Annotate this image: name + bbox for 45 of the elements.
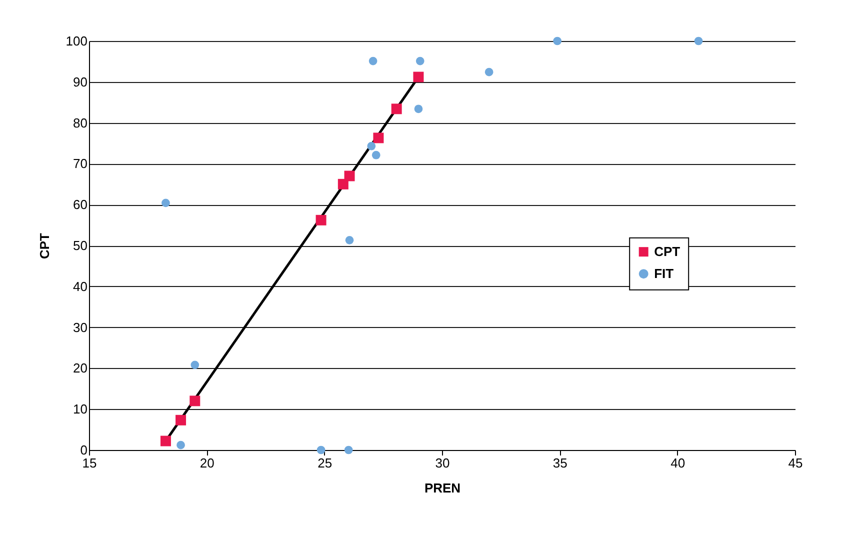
point [372, 150, 380, 160]
point [160, 436, 171, 446]
y-axis-title: CPT [36, 232, 52, 259]
point [345, 236, 354, 244]
point [367, 142, 376, 150]
x-tick-label: 15 [82, 456, 97, 470]
point [162, 198, 170, 208]
x-tick-label: 35 [552, 456, 568, 470]
point [416, 56, 424, 66]
x-axis-title: PREN [424, 480, 461, 496]
point [176, 414, 186, 426]
point [391, 104, 402, 114]
point [413, 72, 424, 82]
x-tick-label: 20 [200, 456, 214, 470]
y-tick-label: 60 [73, 197, 88, 212]
y-tick-label: 80 [73, 115, 88, 130]
point [344, 170, 355, 182]
point [176, 440, 185, 450]
x-tick-label: 25 [318, 456, 332, 470]
x-tick-label: 45 [788, 456, 803, 470]
point [316, 214, 326, 226]
y-tick-label: 70 [73, 156, 88, 172]
legend-label: CPT [654, 244, 680, 259]
point [484, 68, 494, 76]
legend-label: FIT [654, 266, 674, 281]
y-tick-label: 0 [80, 442, 88, 458]
y-tick-label: 40 [73, 278, 88, 294]
y-tick-label: 20 [73, 360, 88, 376]
y-tick-label: 90 [73, 74, 88, 90]
point [414, 104, 423, 114]
point [344, 446, 353, 454]
point [373, 132, 384, 144]
point [190, 360, 200, 370]
x-tick-label: 30 [435, 456, 450, 470]
point [694, 36, 703, 46]
y-tick-label: 50 [73, 238, 88, 253]
point [190, 396, 200, 406]
y-tick-label: 30 [73, 320, 88, 335]
point [368, 56, 378, 66]
point [553, 36, 562, 46]
point [338, 178, 348, 190]
point [316, 446, 326, 454]
y-tick-label: 10 [73, 402, 88, 417]
x-tick-label: 40 [670, 456, 686, 470]
y-tick-label: 100 [66, 34, 88, 48]
